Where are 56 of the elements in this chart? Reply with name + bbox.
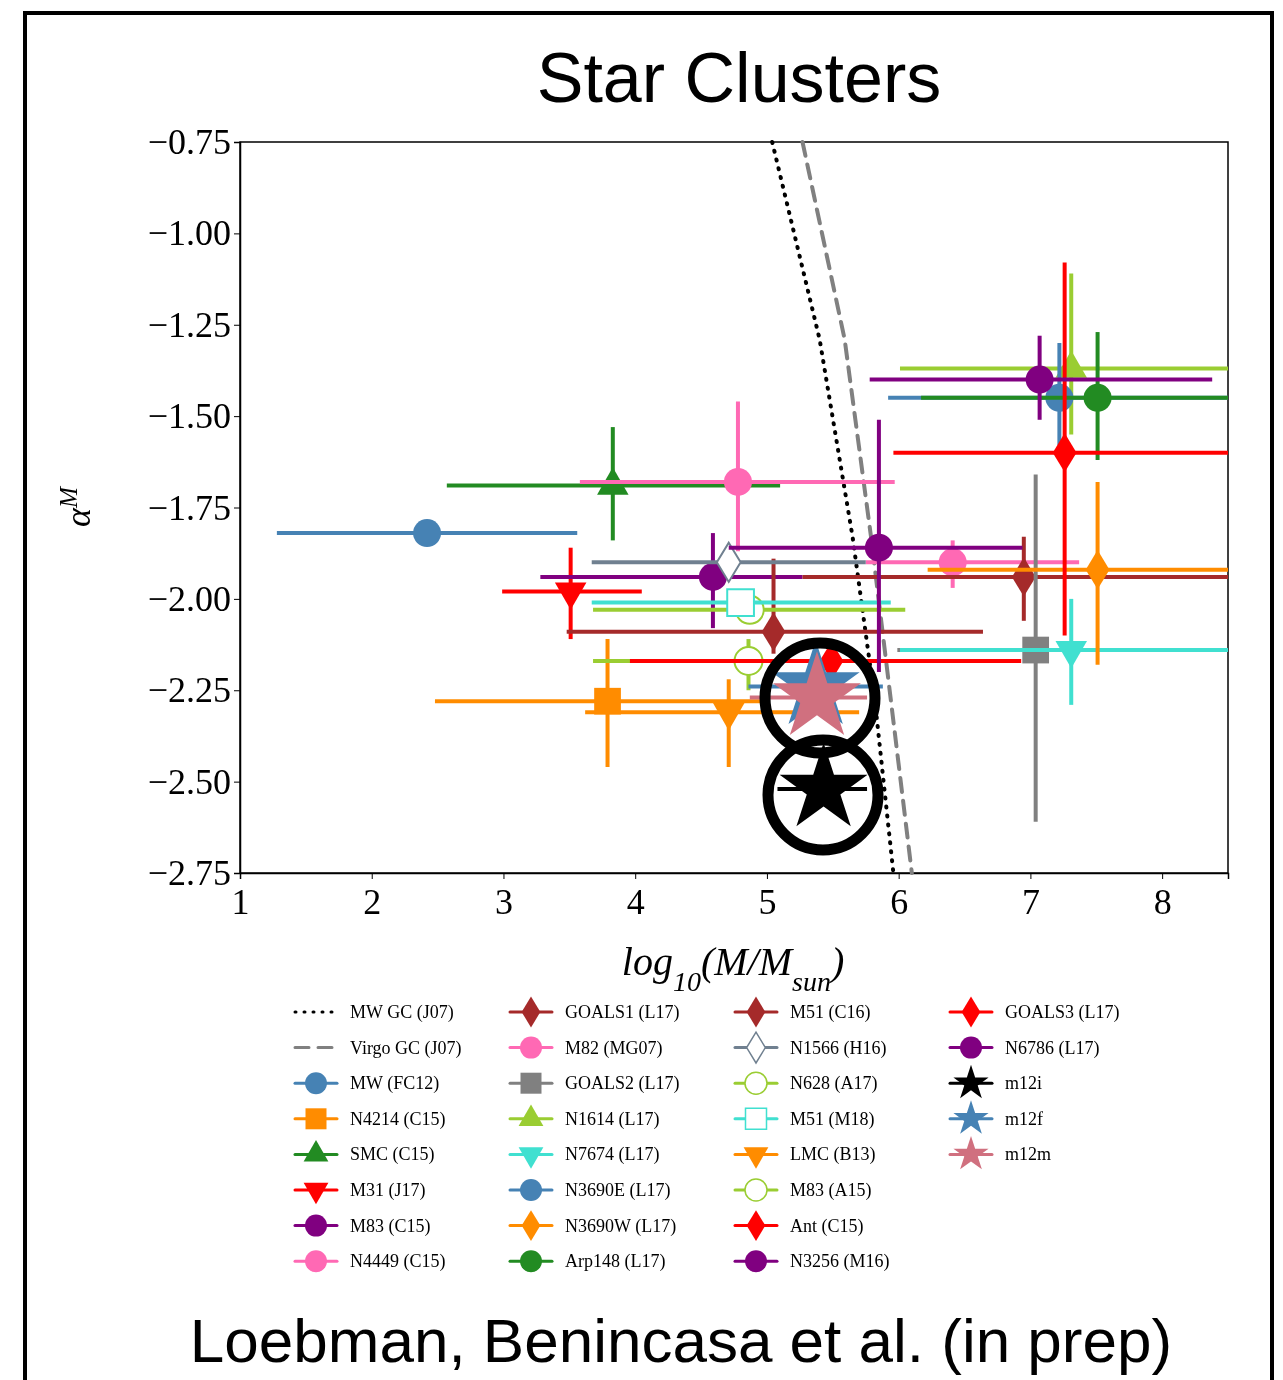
- legend-label: N3690E (L17): [565, 1180, 671, 1201]
- legend-label: Ant (C15): [790, 1215, 864, 1237]
- legend-label: M83 (C15): [350, 1215, 431, 1237]
- y-tick-label: −1.50: [147, 396, 231, 437]
- x-axis-title: log$_{10}$(M/M$_{sun}$): [621, 939, 845, 997]
- legend-label: M82 (MG07): [565, 1037, 663, 1059]
- legend-label: m12m: [1005, 1144, 1052, 1165]
- legend-label: N7674 (L17): [565, 1144, 660, 1166]
- x-tick-label: 6: [890, 882, 909, 923]
- y-tick-label: −2.00: [147, 578, 231, 619]
- x-tick-label: 3: [494, 882, 513, 923]
- legend-label: M51 (C16): [790, 1002, 871, 1023]
- legend-label: Virgo GC (J07): [350, 1037, 462, 1059]
- legend-label: M83 (A15): [790, 1180, 872, 1201]
- legend-label: N3690W (L17): [565, 1215, 677, 1237]
- legend-label: GOALS1 (L17): [565, 1002, 680, 1023]
- x-tick-label: 4: [626, 882, 645, 923]
- y-tick-label: −2.75: [147, 853, 231, 894]
- text: Loebman, Benincasa et al. (in prep): [189, 1306, 1173, 1375]
- legend-label: LMC (B13): [790, 1144, 876, 1166]
- x-tick-label: 5: [758, 882, 777, 923]
- point: [1083, 383, 1112, 412]
- legend-label: M31 (J17): [350, 1180, 426, 1201]
- x-tick-label: 7: [1021, 882, 1040, 923]
- y-tick-label: −1.75: [147, 487, 231, 528]
- x-tick-label: 2: [363, 882, 382, 923]
- y-tick-label: −2.25: [147, 670, 231, 711]
- legend-label: m12f: [1005, 1108, 1043, 1129]
- chart-title: Star Clusters: [536, 39, 942, 117]
- point: [1025, 365, 1054, 394]
- legend-label: N4449 (C15): [350, 1251, 446, 1273]
- legend-label: N1566 (H16): [790, 1037, 887, 1059]
- legend-label: N1614 (L17): [565, 1108, 660, 1130]
- y-tick-label: −0.75: [147, 122, 231, 163]
- legend-label: MW (FC12): [350, 1073, 440, 1095]
- x-tick-label: 1: [231, 882, 250, 923]
- legend-label: N3256 (M16): [790, 1251, 890, 1273]
- legend-label: N628 (A17): [790, 1073, 878, 1095]
- legend-label: Arp148 (L17): [565, 1251, 666, 1273]
- legend-label: M51 (M18): [790, 1108, 875, 1130]
- line-series: [800, 140, 914, 875]
- point: [413, 519, 442, 548]
- legend-label: N4214 (C15): [350, 1108, 446, 1130]
- point: [864, 533, 893, 562]
- y-tick-label: −2.50: [147, 761, 231, 802]
- y-tick-label: −1.00: [147, 213, 231, 254]
- point: [726, 588, 755, 617]
- legend-label: N6786 (L17): [1005, 1037, 1100, 1059]
- legend-label: SMC (C15): [350, 1144, 435, 1166]
- legend-label: GOALS2 (L17): [565, 1073, 680, 1095]
- legend-label: GOALS3 (L17): [1005, 1002, 1120, 1023]
- legend-label: MW GC (J07): [350, 1002, 454, 1023]
- y-tick-label: −1.25: [147, 304, 231, 345]
- x-tick-label: 8: [1153, 882, 1172, 923]
- point: [723, 467, 752, 496]
- legend-label: m12i: [1005, 1073, 1043, 1094]
